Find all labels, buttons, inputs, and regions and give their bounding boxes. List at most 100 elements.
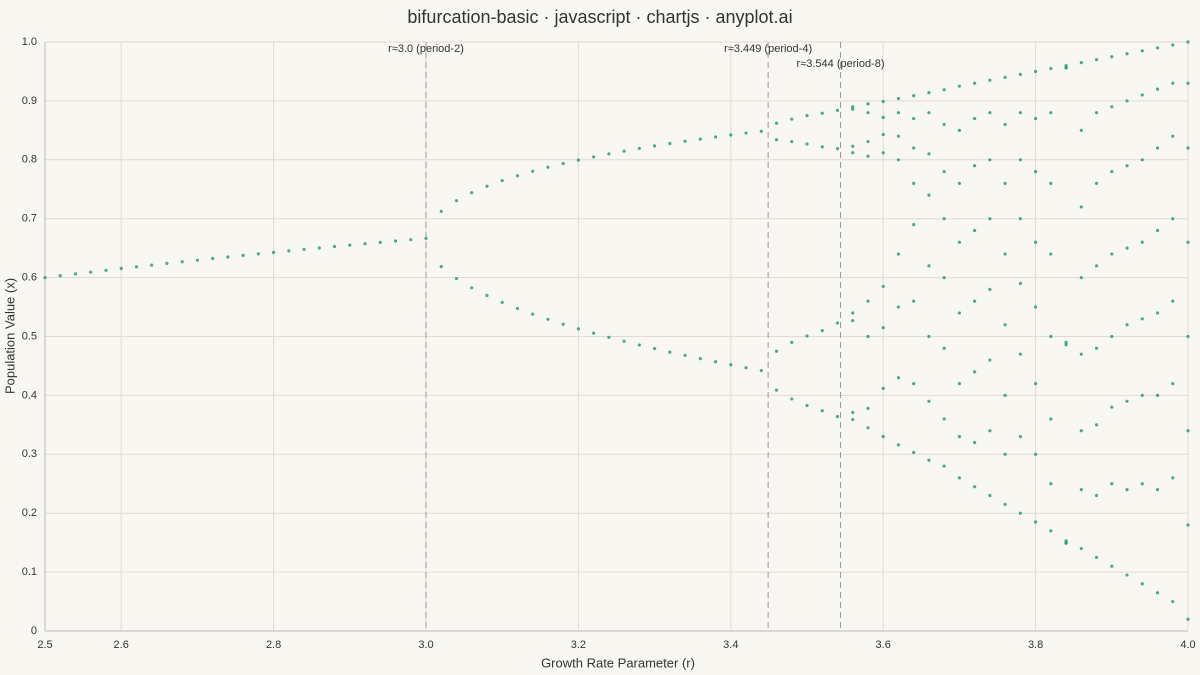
point [851,410,855,415]
point [866,111,870,115]
point [1079,205,1083,209]
point [470,191,474,195]
point [912,146,916,150]
x-tick-label: 2.8 [266,639,281,651]
point [1186,334,1190,339]
point [1094,423,1099,427]
point [348,243,352,247]
point [637,146,641,151]
point [1171,43,1175,47]
point [881,386,885,390]
point [1034,382,1038,386]
point [195,258,199,262]
point [973,81,977,85]
point [1049,334,1053,339]
point [1140,393,1144,397]
point [988,493,992,498]
point [927,399,931,403]
point [1018,281,1022,286]
point [622,339,626,343]
point [1049,111,1053,115]
point [1110,334,1114,339]
point [1125,52,1129,56]
point [576,327,581,331]
point [317,246,321,250]
point [1049,417,1053,421]
point [1110,105,1114,109]
point [470,286,474,290]
point [561,322,565,326]
point [698,357,702,361]
point [1094,58,1099,62]
point [896,252,901,256]
point [1034,240,1038,244]
point [1018,217,1022,221]
point [1034,452,1038,456]
point [409,238,413,242]
point [1155,591,1160,595]
point [805,403,809,408]
point [866,139,870,144]
point [835,108,840,112]
x-tick-label: 2.5 [37,639,52,651]
point [851,151,855,155]
point [1155,311,1160,315]
point [927,152,931,156]
point [485,293,489,298]
point [1049,482,1053,486]
point [546,317,550,321]
point [515,174,520,178]
point [866,299,870,303]
point [1018,72,1022,76]
point [851,311,855,315]
point [881,99,885,104]
point [790,397,794,401]
point [439,265,443,269]
point [1125,399,1129,403]
point [531,312,535,316]
point [1140,317,1144,321]
point [653,347,657,351]
point [1110,564,1114,568]
point [820,145,824,149]
point [744,131,748,135]
point [89,270,93,274]
point [1018,511,1022,515]
point [1155,228,1160,233]
y-tick-label: 1.0 [22,36,37,48]
point [1034,169,1038,174]
point [1155,87,1160,91]
point [1186,429,1190,433]
point [1018,111,1022,115]
point [896,134,901,138]
x-axis-title: Growth Rate Parameter (r) [541,655,695,670]
point [1003,502,1007,506]
point [957,240,962,244]
point [973,116,977,121]
point [1125,323,1129,327]
point [454,276,459,281]
point [1034,305,1038,309]
point [1140,49,1144,53]
point [805,142,809,146]
point [1003,393,1007,397]
point [927,458,931,462]
point [576,158,581,162]
point [851,107,855,111]
point [881,435,885,439]
point [896,376,901,380]
point [744,366,748,370]
point [790,117,794,121]
point [988,429,992,433]
point [988,111,992,115]
point [1171,599,1175,604]
point [835,415,840,419]
point [912,93,916,98]
point [988,158,992,162]
point [668,350,672,354]
point [424,236,428,240]
point [729,133,733,137]
point [805,114,809,118]
point [881,151,885,155]
